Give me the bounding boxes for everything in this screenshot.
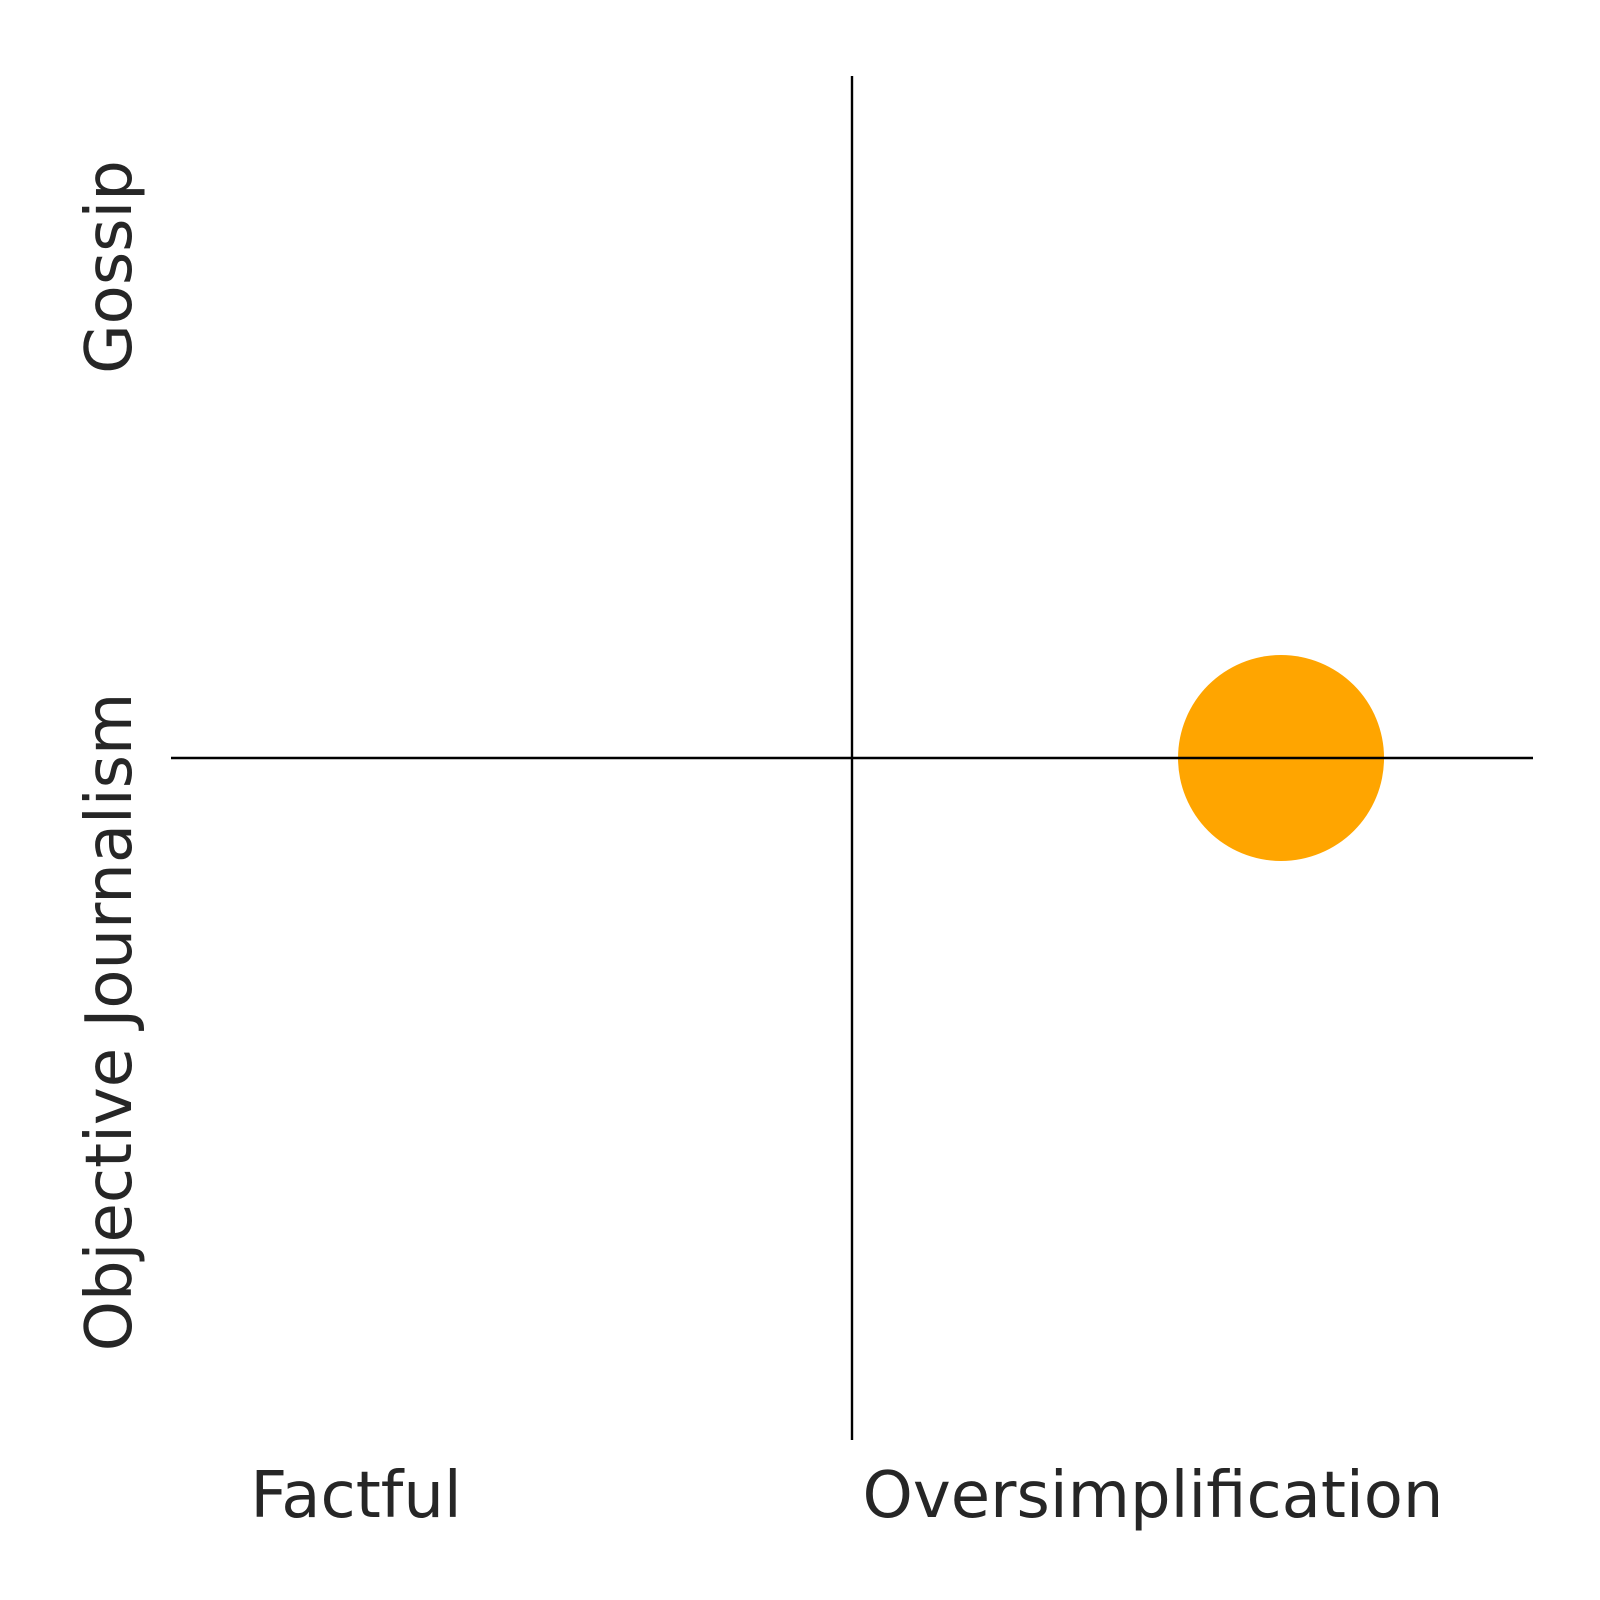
x-label-low: Factful	[250, 1459, 461, 1533]
y-label-high: Gossip	[73, 160, 147, 374]
x-label-high: Oversimplification	[863, 1459, 1444, 1533]
y-label-low: Objective Journalism	[73, 693, 147, 1352]
